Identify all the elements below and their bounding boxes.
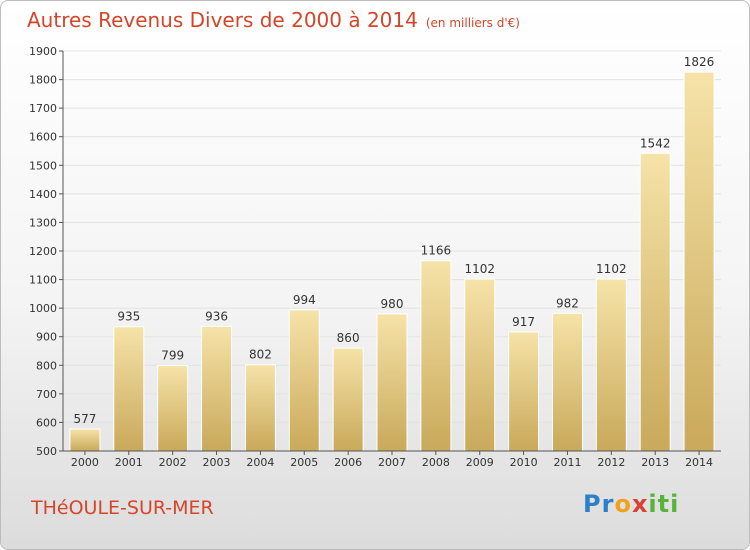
y-tick-label: 1400 [29, 188, 57, 201]
bar [69, 428, 101, 452]
y-tick-label: 1800 [29, 74, 57, 87]
value-label: 802 [249, 348, 272, 362]
place-name: THéOULE-SUR-MER [31, 497, 214, 519]
value-label: 917 [512, 315, 535, 329]
bar [376, 313, 408, 452]
x-tick-label: 2001 [115, 456, 143, 469]
value-label: 1102 [464, 262, 495, 276]
value-label: 982 [556, 296, 579, 310]
bar [464, 278, 496, 452]
chart-title-text: Autres Revenus Divers de 2000 à 2014 [27, 8, 418, 32]
bar [288, 309, 320, 452]
x-tick-label: 2000 [71, 456, 99, 469]
x-tick-label: 2004 [246, 456, 274, 469]
chart-title: Autres Revenus Divers de 2000 à 2014 (en … [27, 8, 520, 32]
y-tick-label: 1700 [29, 102, 57, 115]
x-tick-label: 2012 [597, 456, 625, 469]
bar [683, 71, 715, 452]
bar [157, 365, 189, 452]
y-tick-label: 900 [36, 331, 57, 344]
value-label: 1102 [596, 262, 627, 276]
x-tick-label: 2009 [466, 456, 494, 469]
x-tick-label: 2010 [510, 456, 538, 469]
y-tick-label: 1000 [29, 302, 57, 315]
chart-unit: (en milliers d'€) [425, 16, 520, 30]
bar [551, 312, 583, 452]
y-tick-label: 1600 [29, 131, 57, 144]
y-tick-label: 1300 [29, 216, 57, 229]
bar [595, 278, 627, 452]
value-label: 936 [205, 309, 228, 323]
y-tick-label: 500 [36, 445, 57, 458]
proxiti-logo: Proxiti [583, 490, 680, 518]
x-tick-label: 2011 [553, 456, 581, 469]
bar [639, 152, 671, 452]
value-label: 799 [161, 349, 184, 363]
bar [332, 347, 364, 452]
y-tick-label: 1900 [29, 45, 57, 58]
y-tick-label: 1200 [29, 245, 57, 258]
bar [420, 260, 452, 452]
value-label: 994 [293, 293, 316, 307]
x-tick-label: 2003 [203, 456, 231, 469]
bar [201, 325, 233, 452]
y-tick-label: 1500 [29, 159, 57, 172]
value-label: 1166 [421, 244, 452, 258]
x-tick-label: 2006 [334, 456, 362, 469]
value-label: 860 [337, 331, 360, 345]
x-tick-label: 2013 [641, 456, 669, 469]
y-tick-label: 600 [36, 416, 57, 429]
value-label: 935 [117, 310, 140, 324]
value-label: 577 [73, 412, 96, 426]
x-tick-label: 2008 [422, 456, 450, 469]
x-tick-label: 2005 [290, 456, 318, 469]
bar [508, 331, 540, 452]
x-tick-label: 2002 [159, 456, 187, 469]
x-tick-label: 2014 [685, 456, 713, 469]
value-label: 1542 [640, 136, 671, 150]
y-tick-label: 800 [36, 359, 57, 372]
x-tick-label: 2007 [378, 456, 406, 469]
value-label: 980 [381, 297, 404, 311]
value-label: 1826 [684, 55, 715, 69]
y-tick-label: 1100 [29, 274, 57, 287]
y-tick-label: 700 [36, 388, 57, 401]
bar [113, 326, 145, 452]
bar [244, 364, 276, 452]
